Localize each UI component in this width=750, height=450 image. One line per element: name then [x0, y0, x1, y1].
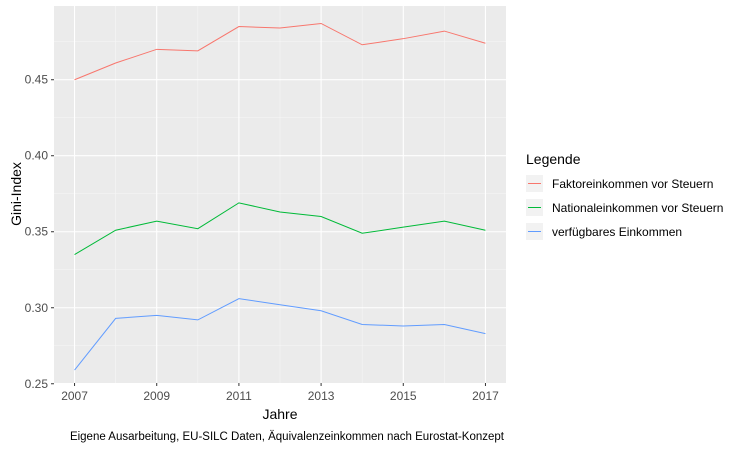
legend-label: verfügbares Einkommen — [552, 225, 682, 239]
series-line-3 — [74, 298, 486, 371]
legend: Legende Faktoreinkommen vor Steuern Natio… — [526, 151, 723, 240]
series-line-2 — [74, 202, 486, 255]
legend-label: Nationaleinkommen vor Steuern — [552, 201, 723, 215]
x-tick-label: 2013 — [308, 389, 335, 403]
x-tick-label: 2009 — [143, 389, 170, 403]
legend-title: Legende — [526, 151, 581, 167]
x-tick-label: 2011 — [226, 389, 252, 403]
legend-label: Faktoreinkommen vor Steuern — [552, 177, 713, 191]
x-axis-title: Jahre — [262, 406, 297, 422]
y-axis-title: Gini-Index — [8, 162, 24, 226]
y-tick-label: 0.25 — [25, 377, 49, 391]
series-layer — [74, 22, 486, 371]
y-tick-label: 0.35 — [25, 225, 49, 239]
y-tick-label: 0.40 — [25, 149, 49, 163]
legend-items: Faktoreinkommen vor Steuern Nationaleinko… — [526, 175, 723, 240]
x-tick-label: 2017 — [472, 389, 499, 403]
x-axis: 2007 2009 2011 2013 2015 2017 — [61, 383, 499, 403]
y-tick-label: 0.45 — [25, 73, 49, 87]
x-tick-label: 2007 — [61, 389, 88, 403]
x-tick-label: 2015 — [390, 389, 417, 403]
grid-major — [54, 6, 506, 385]
chart-caption: Eigene Ausarbeitung, EU-SILC Daten, Äqui… — [70, 431, 505, 443]
series-line-1 — [74, 22, 486, 81]
y-axis: 0.25 0.30 0.35 0.40 0.45 — [25, 73, 54, 391]
y-tick-label: 0.30 — [25, 301, 49, 315]
